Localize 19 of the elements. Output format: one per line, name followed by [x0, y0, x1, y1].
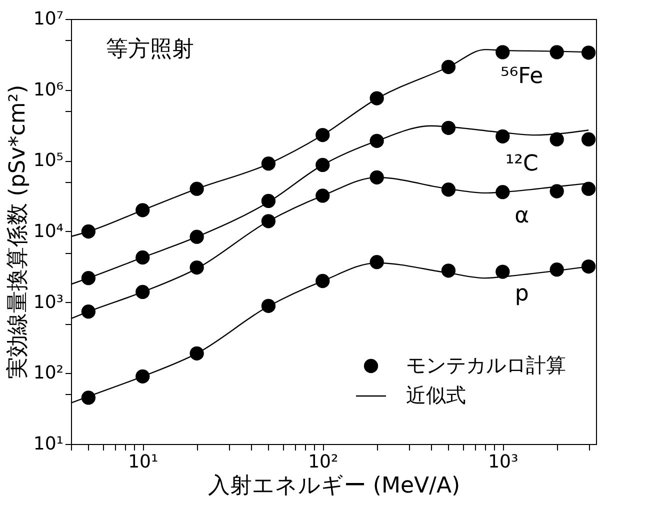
annotation: 等方照射 [106, 37, 194, 62]
y-tick-label: 10² [33, 362, 64, 384]
x-tick-label: 10¹ [128, 452, 158, 472]
legend-label: モンテカルロ計算 [406, 353, 566, 377]
x-axis-title: 入射エネルギー (MeV/A) [208, 474, 460, 498]
y-tick-label: 10³ [33, 292, 64, 313]
y-tick-label: 10⁵ [33, 150, 64, 172]
y-axis-title: 実効線量換算係数 (pSv*cm²) [5, 84, 30, 380]
annotation: α [514, 203, 530, 228]
y-tick-label: 10⁶ [33, 79, 64, 100]
annotation: ⁵⁶Fe [500, 64, 544, 90]
y-tick-label: 10⁷ [33, 8, 64, 30]
x-tick-label: 10² [308, 452, 338, 472]
annotation: p [514, 282, 529, 307]
annotation: ¹²C [505, 151, 538, 176]
y-tick-label: 10⁴ [33, 221, 64, 242]
x-tick-label: 10³ [488, 452, 518, 472]
legend-label: 近似式 [406, 383, 466, 407]
y-tick-label: 10¹ [33, 434, 64, 454]
